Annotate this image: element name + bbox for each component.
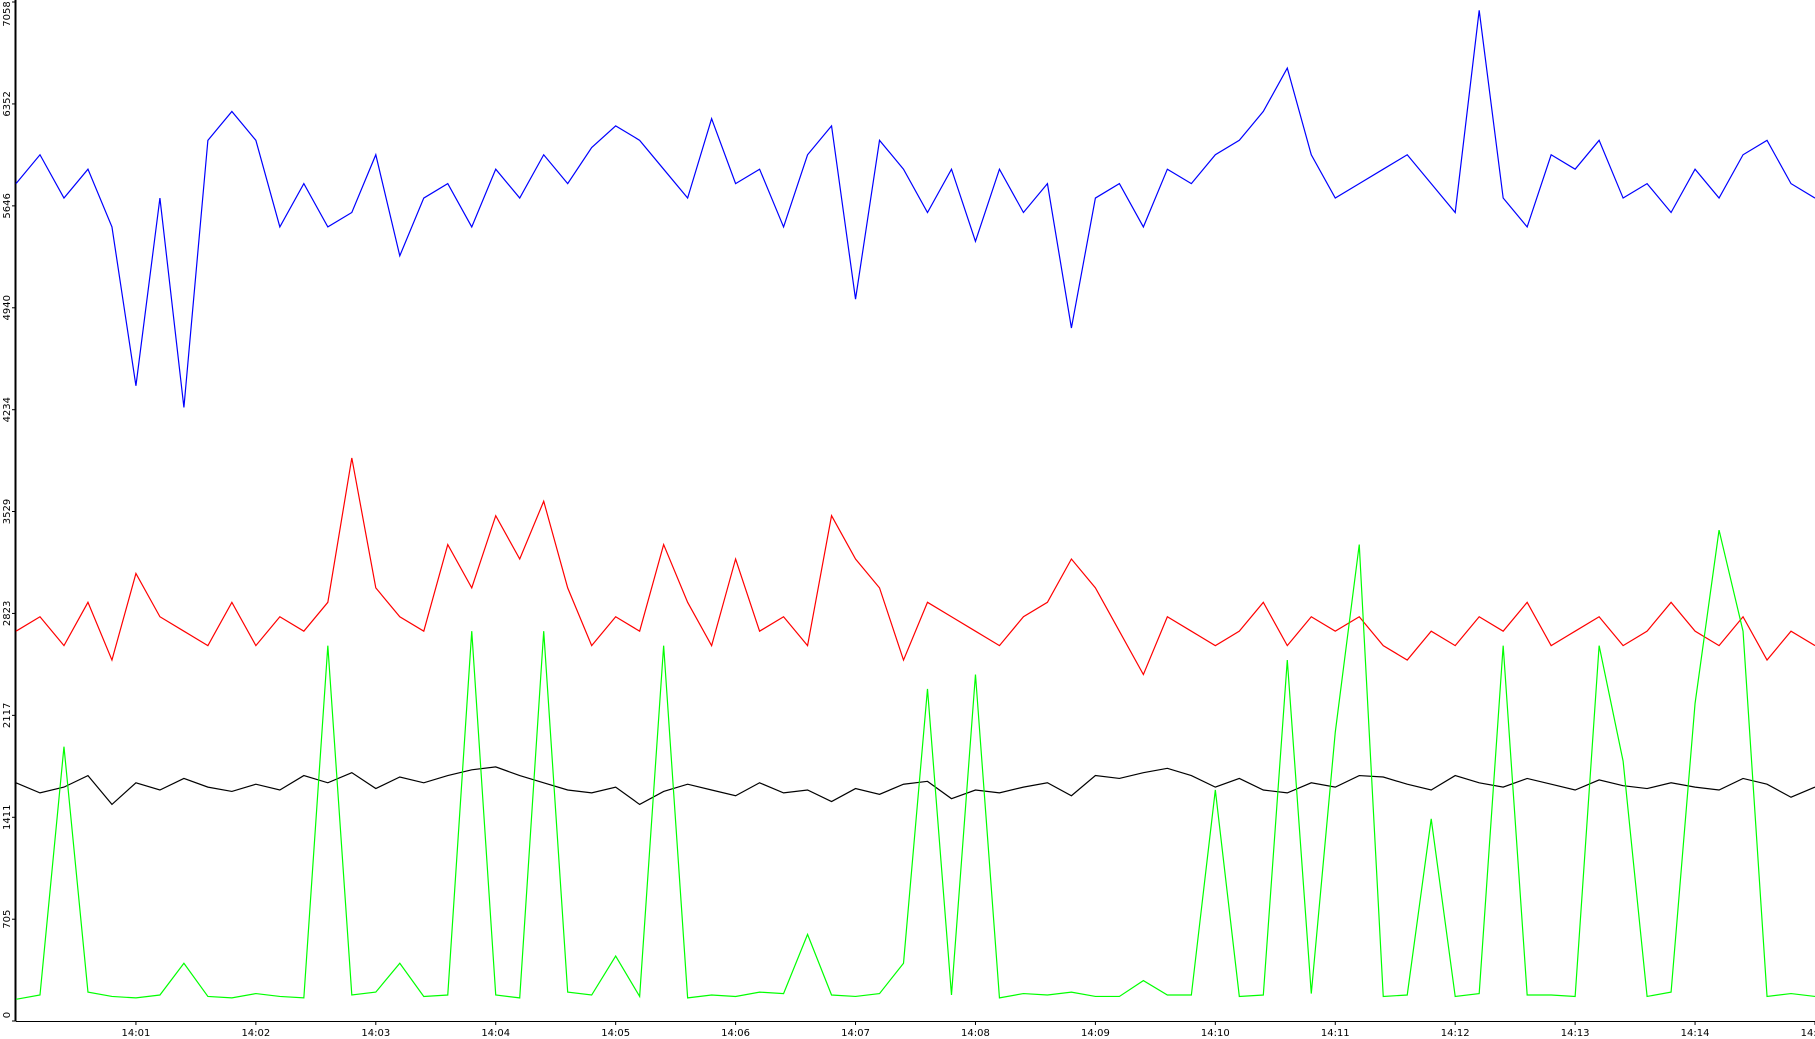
- x-tick-label: 14:04: [481, 1028, 510, 1039]
- y-tick-label: 7058: [2, 1, 13, 26]
- series-line: [15, 766, 1815, 806]
- x-tick-label: 14:13: [1561, 1028, 1590, 1039]
- x-tick-label: 14:03: [361, 1028, 390, 1039]
- y-tick-label: 4234: [2, 397, 13, 422]
- y-tick-label: 4940: [2, 295, 13, 320]
- y-tick-label: 705: [2, 910, 13, 929]
- y-tick-label: 2117: [2, 703, 13, 728]
- series-line: [15, 10, 1815, 408]
- y-tick-label: 0: [2, 1012, 13, 1018]
- x-tick-label: 14:14: [1681, 1028, 1710, 1039]
- x-tick-label: 14:02: [241, 1028, 270, 1039]
- y-tick-label: 5646: [2, 193, 13, 218]
- x-tick-label: 14:08: [961, 1028, 990, 1039]
- y-tick-label: 3529: [2, 499, 13, 524]
- series-line: [15, 529, 1815, 1000]
- x-tick-label: 14:01: [122, 1028, 151, 1039]
- x-tick-label: 14:05: [601, 1028, 630, 1039]
- x-tick-label: 14:07: [841, 1028, 870, 1039]
- x-tick-label: 14:15: [1801, 1028, 1815, 1039]
- x-tick-label: 14:06: [721, 1028, 750, 1039]
- y-tick-label: 6352: [2, 91, 13, 116]
- y-tick-label: 1411: [2, 805, 13, 830]
- y-tick-label: 2823: [2, 601, 13, 626]
- x-tick-label: 14:12: [1441, 1028, 1470, 1039]
- x-tick-label: 14:10: [1201, 1028, 1230, 1039]
- x-tick-label: 14:09: [1081, 1028, 1110, 1039]
- x-tick-label: 14:11: [1321, 1028, 1350, 1039]
- series-line: [15, 457, 1815, 676]
